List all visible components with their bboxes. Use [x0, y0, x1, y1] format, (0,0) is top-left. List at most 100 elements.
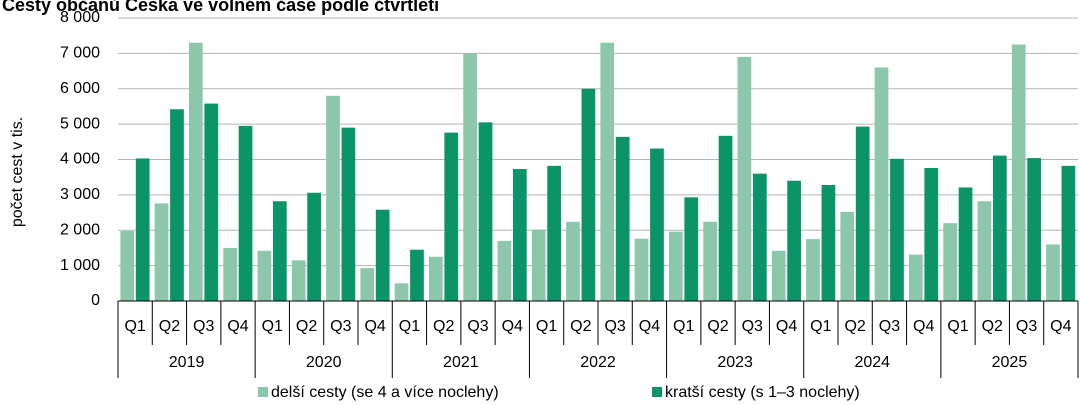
x-tick-label: Q4	[639, 318, 660, 335]
bar	[821, 184, 836, 301]
y-tick-label: 1 000	[60, 257, 100, 274]
chart-title: Cesty občanů Česka ve volném čase podle …	[2, 0, 440, 15]
x-tick-label: Q2	[982, 318, 1003, 335]
bar	[257, 250, 272, 301]
bar	[272, 201, 287, 301]
x-tick-label: Q1	[947, 318, 968, 335]
bar	[1061, 165, 1076, 301]
group-label: 2021	[443, 354, 479, 371]
bar	[497, 240, 512, 301]
x-tick-label: Q1	[124, 318, 145, 335]
bar	[908, 254, 923, 301]
y-axis-label: počet cest v tis.	[9, 117, 26, 227]
bar	[135, 158, 150, 301]
y-tick-label: 5 000	[60, 115, 100, 132]
bar	[120, 230, 135, 301]
group-label: 2025	[992, 354, 1028, 371]
bar	[188, 42, 203, 301]
bar	[307, 192, 321, 301]
bar	[478, 122, 493, 301]
bar	[410, 249, 424, 301]
bar	[806, 239, 820, 301]
x-tick-label: Q3	[467, 318, 488, 335]
bar	[291, 260, 306, 301]
bar	[650, 148, 664, 301]
bar	[958, 187, 973, 301]
x-tick-label: Q4	[776, 318, 797, 335]
legend-label: kratší cesty (s 1–3 noclehy)	[665, 384, 860, 401]
x-tick-label: Q2	[159, 318, 180, 335]
bar	[787, 180, 801, 301]
bar	[394, 283, 409, 301]
bar	[566, 221, 580, 301]
y-tick-label: 0	[91, 292, 100, 309]
bar	[668, 231, 683, 301]
bar	[771, 250, 786, 301]
x-tick-label: Q4	[913, 318, 934, 335]
bar	[581, 88, 596, 301]
bar	[170, 109, 184, 301]
x-tick-label: Q3	[193, 318, 214, 335]
bar	[634, 238, 649, 301]
bar	[223, 247, 237, 301]
group-label: 2020	[306, 354, 342, 371]
x-tick-label: Q1	[536, 318, 557, 335]
group-label: 2023	[717, 354, 753, 371]
group-label: 2024	[854, 354, 890, 371]
bar	[977, 201, 992, 301]
bar	[547, 165, 561, 301]
y-tick-label: 3 000	[60, 186, 100, 203]
bar	[855, 126, 870, 301]
x-tick-label: Q3	[1016, 318, 1037, 335]
bar	[531, 229, 546, 301]
x-tick-label: Q1	[673, 318, 694, 335]
bar	[992, 155, 1007, 301]
legend-swatch	[258, 387, 268, 397]
bar	[943, 223, 957, 301]
bar	[1027, 158, 1041, 301]
x-tick-label: Q3	[742, 318, 763, 335]
x-tick-label: Q2	[844, 318, 865, 335]
x-tick-label: Q3	[330, 318, 351, 335]
bar	[737, 56, 752, 301]
x-tick-label: Q2	[570, 318, 591, 335]
bar	[615, 136, 630, 301]
y-tick-label: 8 000	[60, 9, 100, 26]
bar	[204, 103, 219, 301]
x-tick-label: Q1	[262, 318, 283, 335]
bar	[375, 209, 390, 301]
x-tick-label: Q4	[1050, 318, 1071, 335]
y-tick-label: 2 000	[60, 221, 100, 238]
bar	[428, 256, 443, 301]
y-tick-label: 4 000	[60, 151, 100, 168]
bar	[341, 127, 356, 301]
y-tick-label: 7 000	[60, 45, 100, 62]
bar	[360, 268, 375, 301]
bar	[890, 158, 904, 301]
x-tick-label: Q1	[399, 318, 420, 335]
x-tick-label: Q2	[433, 318, 454, 335]
x-tick-label: Q3	[879, 318, 900, 335]
x-tick-label: Q3	[604, 318, 625, 335]
x-tick-label: Q4	[227, 318, 248, 335]
legend-label: delší cesty (se 4 a více noclehy)	[271, 384, 499, 401]
bar	[703, 221, 717, 301]
x-tick-label: Q2	[707, 318, 728, 335]
bar	[154, 203, 169, 301]
bar	[874, 67, 889, 302]
bar	[718, 135, 733, 301]
bar	[924, 167, 939, 301]
group-label: 2022	[580, 354, 616, 371]
x-tick-label: Q1	[810, 318, 831, 335]
legend-swatch	[652, 387, 662, 397]
bar	[684, 197, 699, 301]
bar	[1011, 44, 1026, 301]
x-tick-label: Q2	[296, 318, 317, 335]
x-tick-label: Q4	[364, 318, 385, 335]
bar	[238, 125, 253, 301]
bar	[444, 132, 459, 301]
bar	[840, 211, 855, 301]
bar	[752, 173, 767, 301]
bar	[1046, 244, 1060, 301]
